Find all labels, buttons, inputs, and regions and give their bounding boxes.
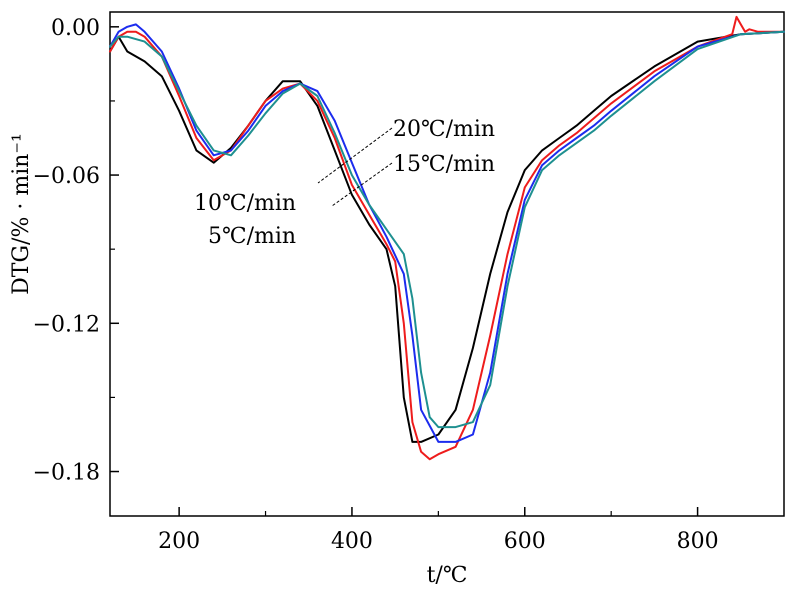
annotation-15cmin: 15℃/min [393, 152, 495, 177]
annotations: 20℃/min 15℃/min 10℃/min 5℃/min [194, 117, 495, 249]
annotation-5cmin: 5℃/min [208, 224, 296, 249]
leader-line [331, 162, 393, 207]
x-tick-label: 400 [331, 529, 373, 554]
annotation-20cmin: 20℃/min [393, 117, 495, 142]
y-axis-label: DTG/% · min⁻¹ [9, 133, 34, 295]
x-tick-label: 200 [158, 529, 200, 554]
plot-frame [109, 11, 785, 517]
ticks: 200 400 600 800 0.00 −0.06 −0.12 −0.18 [33, 16, 719, 554]
x-tick-label: 800 [677, 529, 719, 554]
y-tick-label: −0.18 [33, 461, 100, 486]
series-20cmin [109, 30, 785, 429]
series-5cmin [109, 30, 785, 443]
x-axis-label: t/℃ [427, 563, 468, 588]
leader-lines [317, 127, 393, 207]
x-tick-label: 600 [504, 529, 546, 554]
series-group [109, 15, 785, 461]
y-tick-label: −0.12 [33, 312, 100, 337]
series-15cmin [109, 23, 785, 443]
leader-line [317, 127, 393, 184]
y-tick-label: −0.06 [33, 164, 100, 189]
series-10cmin [109, 15, 785, 461]
annotation-10cmin: 10℃/min [194, 191, 296, 216]
y-tick-label: 0.00 [51, 16, 100, 41]
